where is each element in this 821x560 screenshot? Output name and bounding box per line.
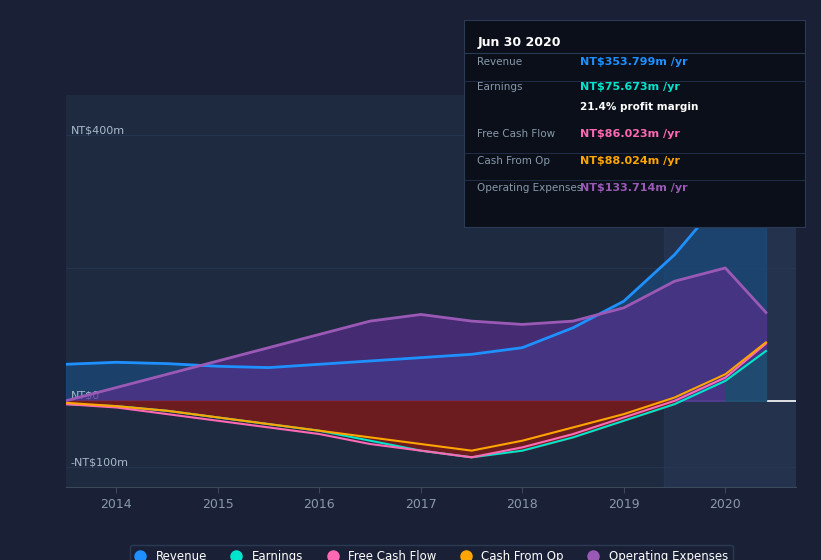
Text: NT$400m: NT$400m: [71, 125, 125, 135]
Text: NT$133.714m /yr: NT$133.714m /yr: [580, 183, 687, 193]
Text: NT$75.673m /yr: NT$75.673m /yr: [580, 82, 680, 92]
Text: Operating Expenses: Operating Expenses: [478, 183, 583, 193]
Legend: Revenue, Earnings, Free Cash Flow, Cash From Op, Operating Expenses: Revenue, Earnings, Free Cash Flow, Cash …: [130, 545, 732, 560]
Text: NT$0: NT$0: [71, 391, 100, 401]
Text: NT$88.024m /yr: NT$88.024m /yr: [580, 156, 680, 166]
Bar: [664, 95, 796, 487]
Text: NT$86.023m /yr: NT$86.023m /yr: [580, 129, 680, 139]
Text: Jun 30 2020: Jun 30 2020: [478, 36, 561, 49]
Text: Earnings: Earnings: [478, 82, 523, 92]
Text: Cash From Op: Cash From Op: [478, 156, 551, 166]
Text: NT$353.799m /yr: NT$353.799m /yr: [580, 57, 687, 67]
Text: 21.4% profit margin: 21.4% profit margin: [580, 102, 698, 113]
Text: Free Cash Flow: Free Cash Flow: [478, 129, 556, 139]
Text: Revenue: Revenue: [478, 57, 523, 67]
Text: -NT$100m: -NT$100m: [71, 458, 129, 467]
